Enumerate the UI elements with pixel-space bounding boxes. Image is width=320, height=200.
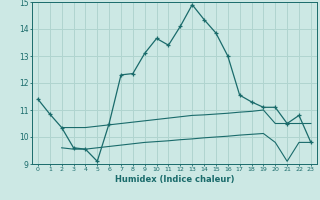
X-axis label: Humidex (Indice chaleur): Humidex (Indice chaleur) bbox=[115, 175, 234, 184]
